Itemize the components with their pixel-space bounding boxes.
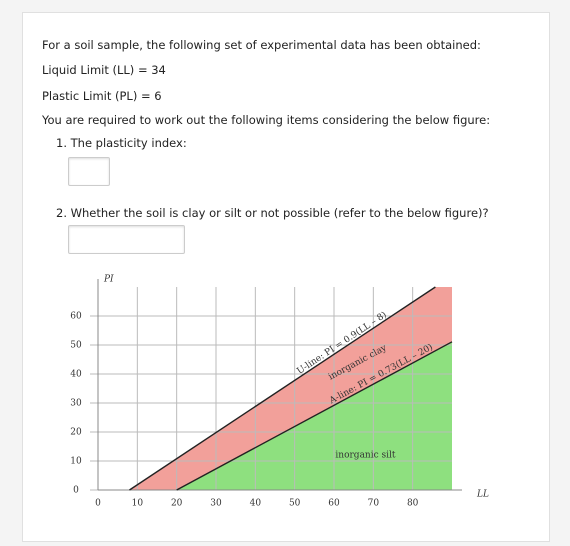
x-axis-label: LL (476, 490, 489, 500)
y-tick-label: 30 (70, 399, 82, 409)
answer-input[interactable] (68, 225, 185, 254)
clay-region (129, 287, 452, 490)
x-tick-label: 80 (407, 499, 419, 509)
y-tick-label: 40 (70, 370, 82, 380)
x-tick-label: 0 (95, 499, 101, 509)
instruction: You are required to work out the followi… (42, 113, 491, 127)
x-tick-label: 70 (368, 499, 380, 509)
item-1: 1. The plasticity index: (56, 136, 187, 150)
u-line (129, 286, 436, 491)
x-tick-label: 60 (328, 499, 340, 509)
item-2: 2. Whether the soil is clay or silt or n… (56, 206, 489, 220)
x-tick-label: 10 (132, 499, 144, 509)
region-label: inorganic silt (335, 451, 395, 461)
answer-input[interactable] (68, 157, 110, 186)
intro: For a soil sample, the following set of … (42, 38, 481, 52)
y-tick-label: 60 (70, 312, 82, 322)
y-tick-label: 50 (70, 341, 82, 351)
x-tick-label: 50 (289, 499, 301, 509)
plastic-limit: Plastic Limit (PL) = 6 (42, 89, 162, 103)
x-tick-label: 40 (250, 499, 262, 509)
x-tick-label: 30 (210, 499, 222, 509)
x-tick-label: 20 (171, 499, 183, 509)
y-tick-label: 0 (73, 486, 79, 496)
y-tick-label: 10 (70, 457, 82, 467)
y-tick-label: 20 (70, 428, 82, 438)
liquid-limit: Liquid Limit (LL) = 34 (42, 63, 166, 77)
y-axis-label: PI (103, 275, 114, 285)
a-line (176, 341, 453, 491)
